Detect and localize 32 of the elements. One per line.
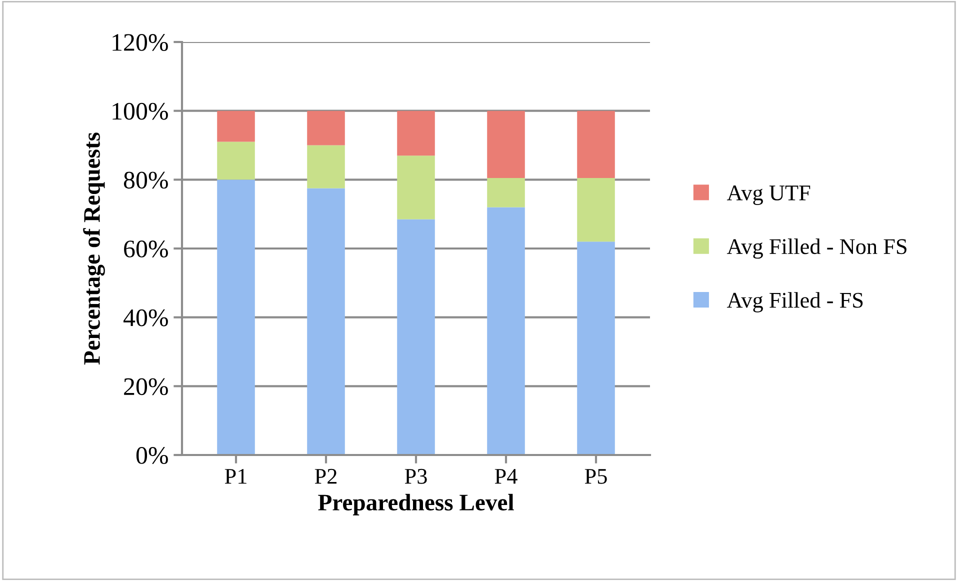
y-tick-label: 40% <box>123 309 168 326</box>
y-axis-title: Percentage of Requests <box>83 132 105 365</box>
y-tick-label: 120% <box>112 34 168 51</box>
bar <box>217 180 255 455</box>
bar <box>307 188 345 455</box>
bar <box>487 178 525 208</box>
legend-label: Avg Filled - FS <box>726 292 863 312</box>
x-tick-label: P2 <box>314 468 337 484</box>
legend-label: Avg Filled - Non FS <box>726 238 906 259</box>
y-tick-label: 0% <box>136 447 168 464</box>
y-tick-label: 20% <box>124 378 168 396</box>
x-tick-label: P5 <box>584 469 607 484</box>
bar <box>577 110 615 178</box>
bar <box>217 142 255 180</box>
bar <box>397 110 435 156</box>
bar <box>577 242 615 455</box>
bar <box>397 219 435 455</box>
legend-label: Avg UTF <box>726 186 810 205</box>
bar <box>307 145 345 188</box>
x-tick-label: P4 <box>494 468 518 484</box>
bar <box>487 110 525 178</box>
y-tick-label: 100% <box>112 102 168 120</box>
x-tick-label: P1 <box>224 468 246 484</box>
bar <box>487 207 525 455</box>
bar <box>217 110 255 142</box>
y-tick-label: 80% <box>124 172 168 189</box>
y-tick-label: 60% <box>124 240 168 258</box>
bar <box>307 110 345 146</box>
x-tick-label: P3 <box>404 468 427 484</box>
x-axis-title: Preparedness Level <box>318 494 514 516</box>
bar <box>577 178 615 242</box>
bar <box>397 156 435 220</box>
